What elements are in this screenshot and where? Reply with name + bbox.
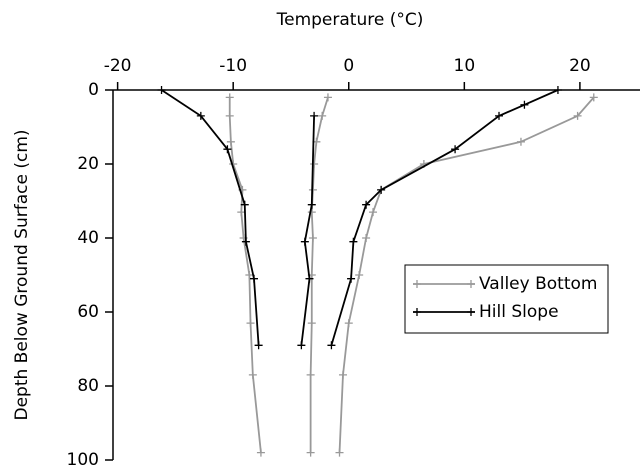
marker xyxy=(254,341,263,350)
marker xyxy=(467,308,475,316)
marker xyxy=(413,280,421,288)
marker xyxy=(323,93,332,102)
marker xyxy=(553,86,562,94)
marker xyxy=(249,274,258,283)
marker xyxy=(241,237,250,246)
marker xyxy=(306,448,315,457)
marker xyxy=(248,370,257,379)
marker xyxy=(318,111,327,120)
marker xyxy=(467,280,475,288)
marker xyxy=(520,100,529,109)
y-tick-label: 80 xyxy=(77,376,99,396)
marker xyxy=(308,234,317,242)
y-tick-label: 60 xyxy=(77,302,99,322)
marker xyxy=(369,208,378,217)
marker xyxy=(310,111,319,120)
x-tick-label: 10 xyxy=(454,56,476,76)
marker xyxy=(573,111,582,120)
marker xyxy=(327,341,336,350)
marker xyxy=(307,319,316,328)
marker xyxy=(355,271,364,279)
legend-label: Valley Bottom xyxy=(479,274,597,294)
marker xyxy=(495,111,504,120)
marker xyxy=(245,271,254,279)
y-tick-label: 0 xyxy=(88,80,99,100)
marker xyxy=(300,237,309,246)
marker xyxy=(310,160,319,168)
x-tick-label: -20 xyxy=(104,56,132,76)
x-tick-label: 0 xyxy=(343,56,354,76)
marker xyxy=(237,208,246,217)
marker xyxy=(297,341,306,350)
marker xyxy=(362,234,371,242)
x-tick-label: -10 xyxy=(219,56,247,76)
marker xyxy=(306,370,315,379)
marker xyxy=(589,93,598,102)
x-tick-label: 20 xyxy=(569,56,591,76)
marker xyxy=(157,86,166,94)
marker xyxy=(196,111,205,120)
marker xyxy=(516,137,525,146)
legend-label: Hill Slope xyxy=(479,302,559,322)
marker xyxy=(338,370,347,379)
marker xyxy=(344,319,353,328)
marker xyxy=(349,237,358,246)
marker xyxy=(223,145,232,154)
x-axis-label: Temperature (°C) xyxy=(276,10,424,30)
marker xyxy=(307,200,316,209)
y-axis-label: Depth Below Ground Surface (cm) xyxy=(12,129,32,420)
marker xyxy=(256,448,265,457)
marker xyxy=(377,185,386,194)
marker xyxy=(240,200,249,209)
marker xyxy=(335,448,344,457)
y-tick-label: 40 xyxy=(77,228,99,248)
y-tick-label: 100 xyxy=(67,450,99,470)
marker xyxy=(451,145,460,154)
marker xyxy=(362,200,371,209)
marker xyxy=(225,93,234,102)
legend-box xyxy=(404,264,609,334)
marker xyxy=(347,274,356,283)
marker xyxy=(246,319,255,328)
marker xyxy=(225,111,234,120)
marker xyxy=(305,274,314,283)
marker xyxy=(226,137,235,146)
y-tick-label: 20 xyxy=(77,154,99,174)
marker xyxy=(413,308,421,316)
